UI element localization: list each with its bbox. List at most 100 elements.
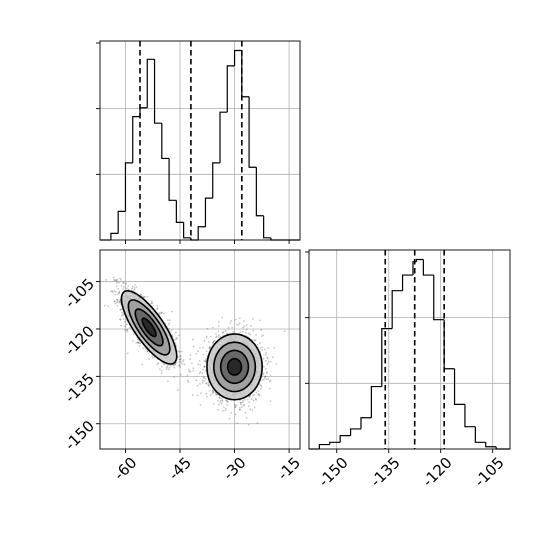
- hist-x-bin-13: [197, 226, 206, 240]
- scatter-point: [118, 300, 121, 303]
- scatter-point: [148, 358, 151, 360]
- scatter-point: [208, 347, 211, 350]
- scatter-point: [116, 300, 119, 303]
- scatter-point: [186, 379, 189, 382]
- scatter-point: [119, 318, 122, 321]
- scatter-point: [239, 408, 242, 411]
- scatter-point: [242, 403, 245, 406]
- scatter-point: [203, 366, 206, 368]
- scatter-point: [204, 378, 207, 380]
- scatter-point: [269, 379, 272, 382]
- scatter-point: [267, 347, 270, 349]
- scatter-point: [177, 365, 180, 367]
- scatter-point: [253, 339, 256, 342]
- scatter-point: [234, 318, 237, 321]
- hist-x-bin-23: [270, 237, 300, 241]
- scatter-point: [262, 372, 265, 375]
- scatter-point: [226, 400, 229, 403]
- scatter-point: [173, 366, 176, 369]
- scatter-point: [157, 362, 160, 365]
- scatter-point: [269, 360, 272, 363]
- hist-y-xticklabel-3: -105: [471, 454, 508, 491]
- scatter-point: [123, 281, 125, 284]
- scatter-point: [208, 346, 211, 349]
- scatter-point: [191, 362, 193, 365]
- hist-x-bin-19: [241, 50, 250, 98]
- scatter-point: [178, 350, 181, 353]
- scatter-point: [227, 326, 230, 329]
- scatter-point: [251, 409, 254, 412]
- scatter-point: [187, 368, 190, 371]
- scatter-point: [248, 396, 251, 399]
- panel-hist-y: -150 -135 -120 -105: [305, 249, 511, 491]
- scatter-point: [176, 389, 179, 391]
- scatter-point: [207, 383, 210, 385]
- scatter-point: [225, 407, 227, 410]
- scatter-point: [230, 412, 233, 414]
- scatter-point: [244, 411, 247, 414]
- scatter-point: [205, 337, 208, 339]
- scatter-point: [105, 279, 107, 281]
- scatter-point: [234, 406, 236, 409]
- scatter-point: [243, 320, 246, 322]
- scatter-point: [115, 279, 118, 282]
- scatter-point: [259, 384, 262, 387]
- scatter-point: [122, 318, 125, 320]
- scatter-point: [267, 361, 270, 364]
- scatter-point: [163, 312, 166, 315]
- contour-1-0: [206, 333, 264, 401]
- contour-0-3: [141, 317, 157, 338]
- scatter-point: [203, 377, 205, 380]
- scatter-point: [167, 319, 169, 322]
- scatter-point: [240, 401, 242, 404]
- hist-y-bin-19: [495, 446, 510, 450]
- scatter-point: [121, 311, 123, 314]
- scatter-point: [199, 404, 202, 406]
- scatter-point: [257, 393, 260, 396]
- scatter-point: [204, 369, 207, 372]
- scatter-point: [131, 287, 134, 290]
- scatter-point: [205, 382, 208, 385]
- scatter-point: [198, 360, 201, 362]
- scatter-point: [211, 392, 214, 395]
- scatter-point: [187, 381, 190, 384]
- scatter-point: [171, 334, 174, 336]
- scatter-point: [205, 360, 207, 363]
- scatter-point: [215, 336, 217, 339]
- scatter-point: [249, 408, 252, 411]
- scatter-point: [238, 317, 241, 319]
- scatter-point: [252, 394, 254, 397]
- contour-0-2: [134, 308, 164, 347]
- scatter-point: [113, 300, 116, 303]
- scatter-point: [126, 352, 129, 355]
- scatter-point: [180, 361, 182, 364]
- scatter-point: [209, 394, 212, 396]
- scatter-point: [239, 401, 242, 404]
- scatter-yticklabel-2: -135: [61, 370, 98, 407]
- scatter-point: [169, 319, 171, 322]
- scatter-point: [189, 371, 192, 373]
- hist-x-bin-11: [183, 222, 191, 239]
- scatter-point: [182, 359, 185, 361]
- contour-1-2: [219, 349, 250, 385]
- scatter-point: [142, 347, 145, 349]
- scatter-point: [180, 357, 183, 360]
- scatter-point: [216, 400, 219, 402]
- scatter-point: [228, 417, 231, 420]
- scatter-point: [168, 368, 170, 371]
- scatter-point: [118, 292, 121, 295]
- scatter-point: [238, 322, 241, 325]
- scatter-point: [139, 342, 142, 345]
- scatter-point: [215, 335, 218, 338]
- scatter-point: [122, 313, 125, 316]
- scatter-point: [245, 328, 248, 331]
- hist-y-bin-17: [474, 426, 486, 443]
- scatter-point: [205, 357, 208, 360]
- scatter-point: [103, 304, 106, 307]
- scatter-point: [188, 370, 191, 373]
- scatter-point: [264, 375, 267, 378]
- hist-y-bin-8: [391, 290, 403, 329]
- scatter-yticklabel-3: -150: [61, 417, 98, 454]
- scatter-point: [251, 318, 254, 320]
- scatter-point: [133, 288, 136, 291]
